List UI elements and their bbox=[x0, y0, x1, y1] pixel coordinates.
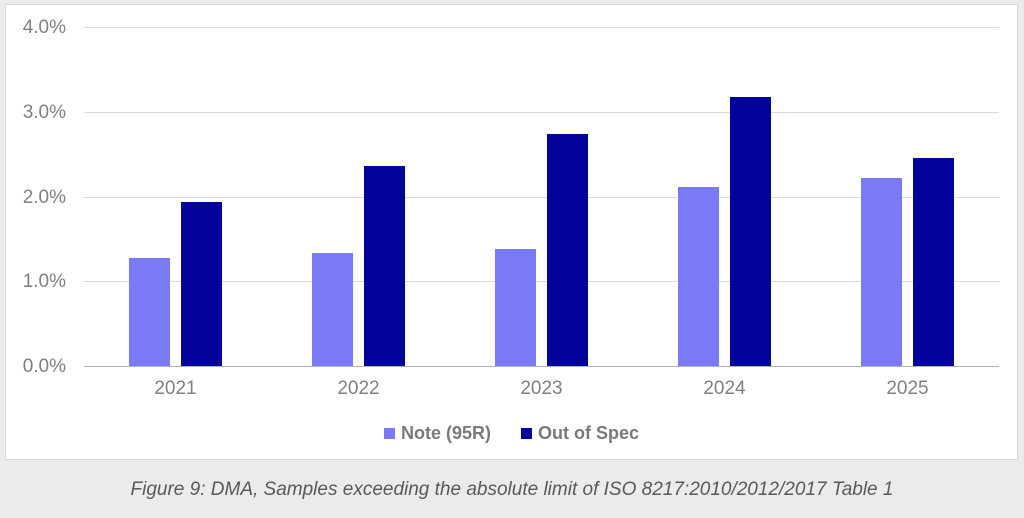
gridline bbox=[84, 281, 999, 283]
legend: Note (95R) Out of Spec bbox=[6, 423, 1017, 444]
bar-group-2025 bbox=[816, 27, 999, 366]
x-tick-label: 2021 bbox=[154, 378, 197, 399]
bar-2021-series-0 bbox=[129, 257, 170, 366]
chart-panel: 2021 2022 2023 2024 2025 Note (95R) Out of Sp… bbox=[5, 4, 1018, 460]
y-tick-label: 4.0% bbox=[22, 17, 66, 38]
legend-swatch-icon bbox=[383, 428, 395, 439]
bar-2023-series-0 bbox=[495, 249, 536, 366]
y-tick-label: 3.0% bbox=[22, 101, 66, 123]
y-tick-label: 2.0% bbox=[22, 186, 66, 208]
y-tick-label: 0.0% bbox=[22, 356, 66, 377]
bar-group-2022 bbox=[267, 27, 450, 366]
legend-item: Note (95R) bbox=[383, 423, 491, 444]
bar-2025-series-0 bbox=[861, 177, 902, 366]
y-tick-label: 1.0% bbox=[22, 271, 66, 293]
x-tick-label: 2022 bbox=[337, 378, 380, 399]
bar-2022-series-0 bbox=[312, 253, 353, 366]
bar-group-2021 bbox=[84, 27, 267, 366]
bar-2024-series-1 bbox=[730, 96, 771, 366]
bar-2023-series-1 bbox=[547, 133, 588, 366]
bar-group-2024 bbox=[633, 27, 816, 366]
bar-2024-series-0 bbox=[678, 187, 719, 366]
x-tick-label: 2025 bbox=[886, 378, 929, 399]
x-tick-label: 2023 bbox=[520, 378, 563, 399]
x-axis: 2021 2022 2023 2024 2025 bbox=[84, 377, 999, 401]
caption-bar: Figure 9: DMA, Samples exceeding the abs… bbox=[0, 462, 1024, 518]
gridline bbox=[84, 27, 999, 28]
legend-item: Out of Spec bbox=[521, 423, 639, 444]
legend-label: Note (95R) bbox=[400, 423, 491, 443]
bar-2025-series-1 bbox=[913, 158, 954, 366]
legend-label: Out of Spec bbox=[538, 423, 640, 443]
bar-2021-series-1 bbox=[181, 202, 222, 366]
gridline bbox=[84, 196, 999, 198]
gridline bbox=[84, 111, 999, 113]
bar-group-2023 bbox=[450, 27, 633, 366]
x-tick-label: 2024 bbox=[703, 378, 746, 399]
x-axis-line bbox=[84, 366, 999, 367]
bar-2022-series-1 bbox=[364, 166, 405, 366]
figure-caption: Figure 9: DMA, Samples exceeding the abs… bbox=[130, 479, 894, 500]
legend-swatch-icon bbox=[521, 428, 532, 439]
plot-area bbox=[84, 27, 999, 367]
